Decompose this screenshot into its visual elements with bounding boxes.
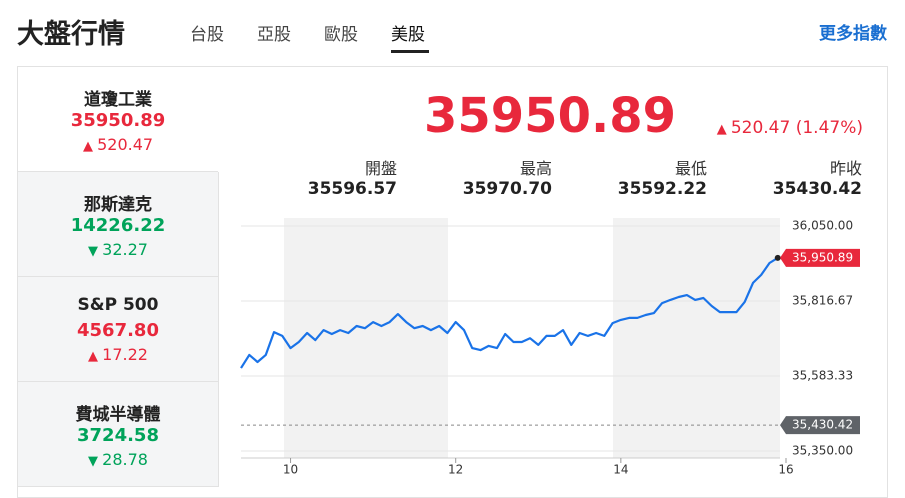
chart: 36,050.00 35,816.67 35,583.33 35,350.00 10 12… [240,218,860,477]
change-text: 32.27 [102,240,148,259]
session-band [284,218,448,458]
stat-label: 昨收 [829,159,862,178]
arrow: ▲ [88,349,103,364]
index-name: 那斯達克 [84,195,152,215]
index-item[interactable]: 那斯達克 14226.22 ▼ 32.27 [18,172,219,277]
page-title: 大盤行情 [17,19,125,50]
tab-underline [391,50,429,53]
y-tick-label: 35,583.33 [792,369,853,383]
arrow: ▼ [88,454,103,469]
stat-value: 35592.22 [617,179,707,199]
stat-label: 最高 [519,159,552,178]
stat-value: 35596.57 [307,179,397,199]
stat-label: 開盤 [364,159,397,178]
index-value: 14226.22 [70,215,166,236]
value-label: 35,950.89 [792,250,853,264]
x-tick-label: 16 [778,463,793,477]
main-value: 35950.89 [423,88,676,144]
session-band [613,218,780,458]
page: {"header": {"title": "大盤行情", "tabs": ["台… [17,19,888,498]
y-tick-label: 36,050.00 [792,219,853,233]
y-tick-label: 35,816.67 [792,293,853,307]
index-name: 道瓊工業 [84,90,152,110]
index-change: ▼ 32.27 [18,240,218,259]
tab[interactable]: 美股 [391,25,425,45]
arrow: ▼ [88,244,103,259]
change-text: 520.47 (1.47%) [730,118,863,138]
index-item[interactable]: 道瓊工業 35950.89 ▲ 520.47 [18,67,218,172]
change-text: 17.22 [102,345,148,364]
index-change: ▼ 28.78 [18,450,218,469]
x-tick-label: 14 [613,463,628,477]
stat-value: 35430.42 [772,179,862,199]
main-change: ▲ 520.47 (1.47%) [717,118,863,138]
tab[interactable]: 台股 [190,25,224,45]
x-tick-label: 12 [448,463,463,477]
value-badge [780,248,860,267]
more-link[interactable]: 更多指數 [819,24,887,44]
index-value: 35950.89 [70,110,166,131]
index-value: 3724.58 [77,425,159,446]
index-change: ▲ 17.22 [18,345,218,364]
last-point [774,254,781,261]
price-line [240,256,779,369]
x-tick-label: 10 [283,463,298,477]
arrow: ▲ [82,139,98,154]
change-text: 28.78 [102,450,148,469]
tab[interactable]: 亞股 [257,25,291,45]
index-item[interactable]: S&P 500 4567.80 ▲ 17.22 [18,277,219,382]
index-value: 4567.80 [77,320,159,341]
index-change: ▲ 520.47 [18,135,218,154]
reference-badge [780,416,860,435]
stat-label: 最低 [674,159,707,178]
y-tick-label: 35,350.00 [792,444,853,458]
index-name: 費城半導體 [75,405,161,425]
arrow: ▲ [716,122,731,137]
index-item[interactable]: 費城半導體 3724.58 ▼ 28.78 [18,382,219,487]
reference-label: 35,430.42 [792,418,853,432]
change-text: 520.47 [97,135,154,154]
stat-value: 35970.70 [462,179,552,199]
index-name: S&P 500 [77,295,159,315]
tab[interactable]: 歐股 [324,25,358,45]
